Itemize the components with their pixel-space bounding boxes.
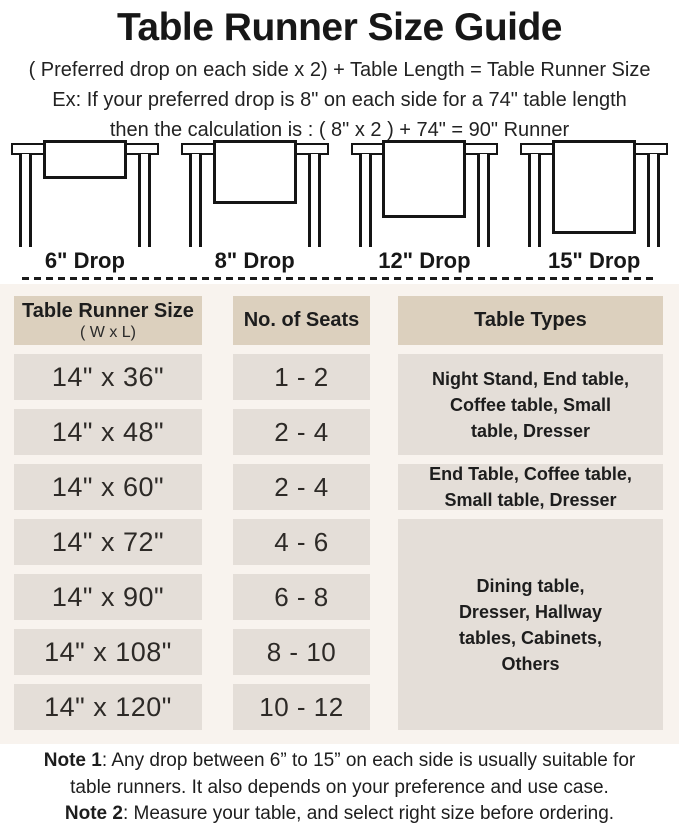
header: Table Runner Size Guide ( Preferred drop… (0, 6, 679, 142)
table-types-cell-medium-tables: End Table, Coffee table, Small table, Dr… (398, 464, 663, 510)
dashed-divider (22, 277, 657, 280)
table-leg-shape (188, 154, 202, 247)
note-1-line-2: table runners. It also depends on your p… (70, 776, 609, 798)
seats-cell: 2 - 4 (233, 409, 370, 455)
table-leg-shape (528, 154, 542, 247)
size-cell: 14" x 90" (14, 574, 202, 620)
table-diagram-8-drop (170, 140, 340, 248)
drop-label-15: 15" Drop (547, 248, 641, 273)
runner-shape (552, 140, 637, 234)
runner-shape (212, 140, 297, 204)
column-seats: No. of Seats 1 - 2 2 - 4 2 - 4 4 - 6 6 -… (233, 284, 370, 730)
drop-labels: 6" Drop 8" Drop 12" Drop 15" Drop (0, 248, 679, 274)
footer-notes: Note 1: Any drop between 6” to 15” on ea… (0, 748, 679, 826)
table-leg-shape (307, 154, 321, 247)
column-header-types: Table Types (398, 296, 663, 345)
example-text: Ex: If your preferred drop is 8" on each… (52, 89, 627, 111)
column-header-size-title: Table Runner Size (22, 299, 194, 322)
table-diagram-6-drop (0, 140, 170, 248)
runner-shape (382, 140, 467, 218)
drop-label-12: 12" Drop (378, 248, 471, 273)
table-leg-shape (477, 154, 491, 247)
drop-label-6: 6" Drop (44, 248, 125, 273)
note-1-label: Note 1 (43, 750, 102, 771)
formula-text: ( Preferred drop on each side x 2) + Tab… (28, 59, 651, 81)
drop-diagrams (0, 140, 679, 248)
seats-cell: 1 - 2 (233, 354, 370, 400)
column-header-size: Table Runner Size ( W x L) (14, 296, 202, 345)
note-2-line: Note 2: Measure your table, and select r… (64, 803, 615, 824)
size-cell: 14" x 120" (14, 684, 202, 730)
page-title: Table Runner Size Guide (116, 6, 563, 49)
table-diagram-15-drop (509, 140, 679, 248)
size-cell: 14" x 36" (14, 354, 202, 400)
table-types-cell-large-tables: Dining table, Dresser, Hallway tables, C… (398, 519, 663, 730)
table-leg-shape (358, 154, 372, 247)
size-table-section: Table Runner Size ( W x L) 14" x 36" 14"… (0, 284, 679, 744)
table-diagram-12-drop (340, 140, 510, 248)
note-1-line-1: Note 1: Any drop between 6” to 15” on ea… (43, 750, 636, 771)
note-2-label: Note 2 (64, 803, 123, 824)
drop-label-8: 8" Drop (214, 248, 295, 273)
table-leg-shape (19, 154, 32, 247)
calculation-text: then the calculation is : ( 8" x 2 ) + 7… (109, 119, 570, 141)
runner-shape (42, 140, 127, 179)
column-runner-size: Table Runner Size ( W x L) 14" x 36" 14"… (14, 284, 202, 730)
column-header-size-subtitle: ( W x L) (80, 323, 136, 341)
table-leg-shape (137, 154, 151, 247)
table-types-cell-small-tables: Night Stand, End table, Coffee table, Sm… (398, 354, 663, 455)
seats-cell: 6 - 8 (233, 574, 370, 620)
size-cell: 14" x 108" (14, 629, 202, 675)
seats-cell: 10 - 12 (233, 684, 370, 730)
seats-cell: 8 - 10 (233, 629, 370, 675)
seats-cell: 4 - 6 (233, 519, 370, 565)
size-cell: 14" x 72" (14, 519, 202, 565)
column-header-seats: No. of Seats (233, 296, 370, 345)
table-leg-shape (647, 154, 660, 247)
size-cell: 14" x 60" (14, 464, 202, 510)
seats-cell: 2 - 4 (233, 464, 370, 510)
column-table-types: Table Types Night Stand, End table, Coff… (398, 284, 663, 730)
size-cell: 14" x 48" (14, 409, 202, 455)
